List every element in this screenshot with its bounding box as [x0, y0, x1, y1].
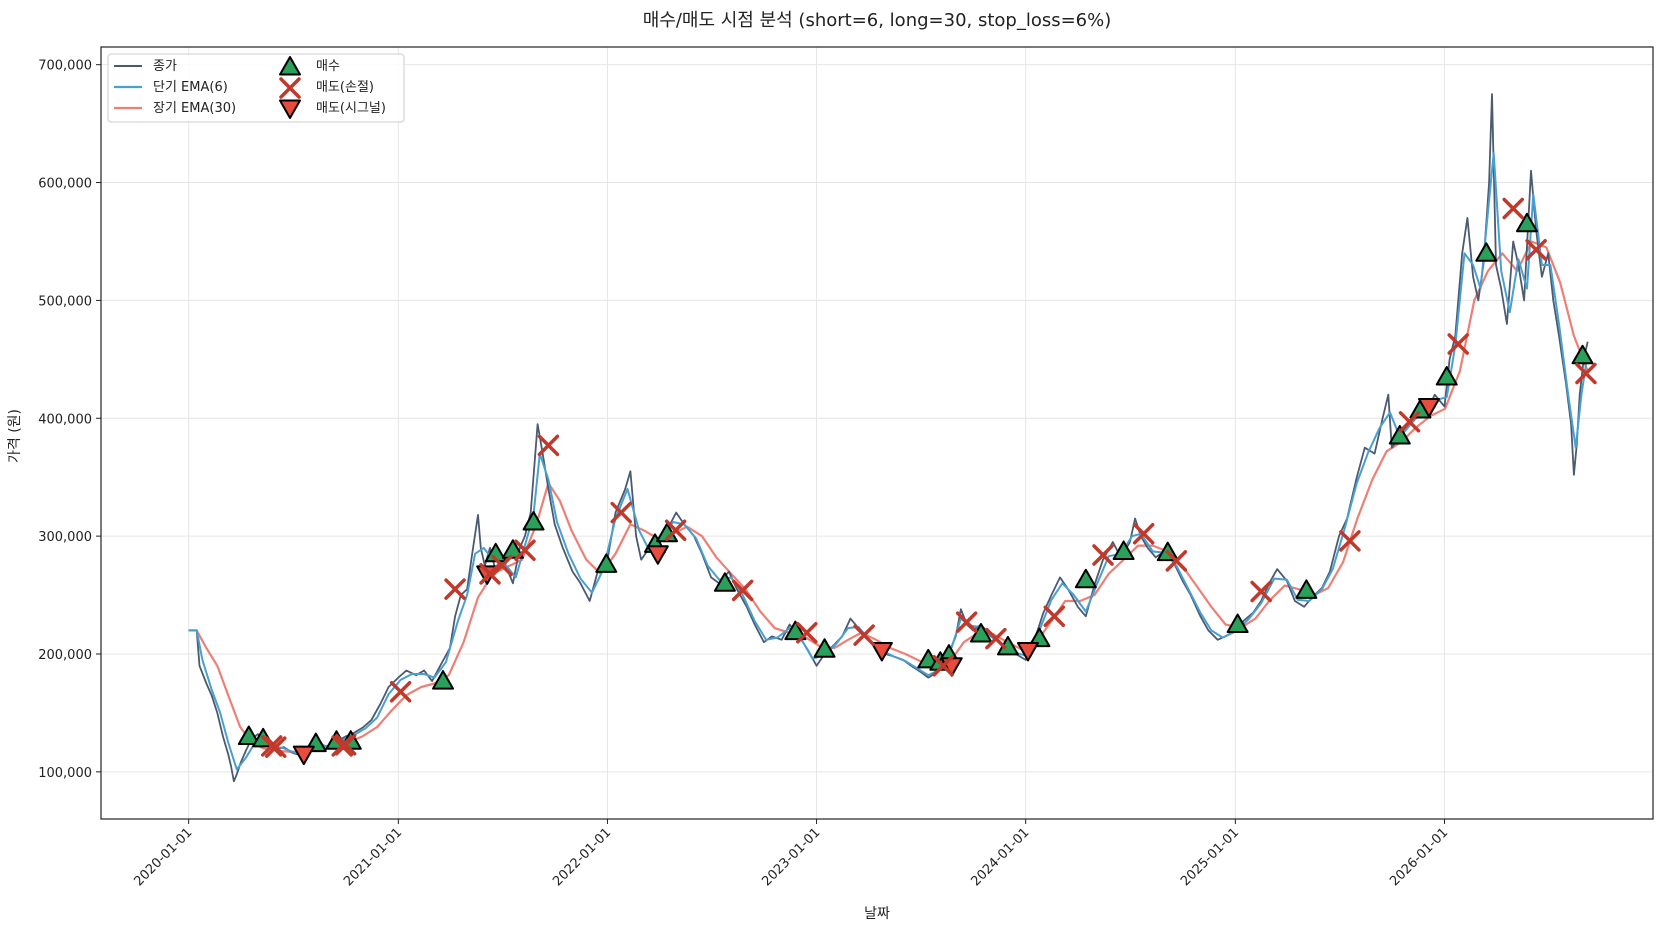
- legend-label-signal: 매도(시그널): [316, 101, 386, 116]
- axis-ticks: 2020-01-01 2021-01-01 2022-01-01 2023-01-01…: [38, 59, 1451, 890]
- legend-label-ema-long: 장기 EMA(30): [153, 101, 236, 116]
- legend-marker-buy: [279, 56, 301, 76]
- buy-marker: [595, 553, 618, 573]
- sell-stop-marker: [1132, 523, 1155, 545]
- sell-stop-marker: [264, 736, 287, 758]
- buy-marker: [1515, 212, 1538, 233]
- sell-stop-marker: [334, 733, 357, 756]
- legend-label-close: 종가: [153, 59, 177, 74]
- legend-marker-signal: [279, 99, 301, 119]
- x-tick-label: 2022-01-01: [550, 825, 614, 889]
- sell-signal-marker: [870, 641, 893, 662]
- x-tick-label: 2020-01-01: [131, 825, 195, 889]
- y-tick-label: 300,000: [38, 530, 92, 545]
- x-tick-label: 2023-01-01: [759, 825, 823, 889]
- legend-label-buy: 매수: [316, 59, 340, 74]
- sell-stop-marker: [444, 578, 466, 600]
- y-tick-label: 500,000: [38, 294, 92, 309]
- chart-title: 매수/매도 시점 분석 (short=6, long=30, stop_loss…: [643, 10, 1112, 31]
- sell-stop-marker: [1339, 530, 1361, 552]
- buy-marker: [1475, 242, 1498, 262]
- y-axis-label: 가격 (원): [7, 409, 23, 463]
- x-tick-label: 2024-01-01: [968, 825, 1032, 889]
- sell-stop-marker: [1250, 580, 1272, 603]
- legend-buy-triangle: [279, 56, 301, 76]
- sell-signal-marker: [1016, 641, 1039, 662]
- buy-marker: [237, 725, 260, 745]
- buy-marker: [713, 572, 736, 592]
- sell-stop-marker: [610, 501, 632, 524]
- x-tick-label: 2026-01-01: [1387, 825, 1451, 889]
- legend-label-stop: 매도(손절): [316, 80, 374, 95]
- sell-stop-marker: [491, 554, 513, 577]
- buy-marker: [1388, 424, 1411, 445]
- buy-marker: [501, 539, 524, 559]
- sell-stop-marker: [389, 680, 412, 703]
- sell-stop-marker: [537, 434, 560, 457]
- buy-marker: [1295, 579, 1318, 599]
- buy-marker: [813, 638, 836, 658]
- legend-signal-triangle: [279, 99, 301, 119]
- y-tick-label: 600,000: [38, 177, 92, 192]
- sell-stop-marker: [260, 735, 283, 757]
- sell-stop-marker: [1398, 411, 1421, 433]
- y-tick-label: 200,000: [38, 648, 92, 663]
- sell-stop-marker: [1525, 238, 1547, 261]
- plot-area: [100, 46, 1654, 820]
- grid: [101, 47, 1653, 819]
- sell-stop-marker: [1165, 550, 1188, 572]
- sell-stop-marker: [932, 655, 954, 677]
- buy-marker: [1571, 344, 1594, 365]
- sell-stop-marker: [1092, 544, 1114, 566]
- sell-stop-marker: [1043, 605, 1066, 628]
- sell-stop-marker: [985, 627, 1007, 650]
- sell-stop-marker: [955, 611, 978, 633]
- y-tick-label: 400,000: [38, 412, 92, 427]
- x-tick-label: 2021-01-01: [341, 825, 405, 889]
- sell-stop-marker: [731, 579, 754, 602]
- x-axis-label: 날짜: [864, 906, 890, 922]
- buy-marker: [1112, 540, 1135, 560]
- buy-marker: [784, 620, 807, 641]
- x-tick-label: 2025-01-01: [1178, 825, 1242, 889]
- sell-stop-marker: [479, 563, 501, 585]
- buy-marker: [1226, 613, 1249, 634]
- legend-stop-cross: [279, 77, 301, 99]
- sell-signal-marker: [646, 545, 669, 565]
- sell-stop-marker: [853, 624, 875, 646]
- sell-stop-marker: [664, 519, 687, 541]
- sell-stop-marker: [1502, 197, 1524, 220]
- sell-stop-marker: [796, 622, 818, 644]
- legend-box: [107, 53, 405, 123]
- legend: 종가 단기 EMA(6) 장기 EMA(30) 매수 매도(손절) 매도(시그널…: [107, 53, 405, 123]
- trade-markers: [237, 197, 1597, 766]
- y-tick-label: 100,000: [38, 766, 92, 781]
- legend-marker-stop: [279, 77, 301, 99]
- sell-signal-marker: [292, 745, 315, 766]
- buy-marker: [1028, 627, 1051, 648]
- sell-stop-marker: [1447, 333, 1469, 355]
- y-tick-label: 700,000: [38, 59, 92, 74]
- sell-stop-marker: [1575, 362, 1597, 385]
- buy-marker: [1074, 568, 1097, 589]
- sell-signal-marker: [1417, 397, 1440, 418]
- buy-marker: [522, 510, 545, 531]
- buy-marker: [432, 670, 455, 690]
- buy-marker: [1435, 366, 1458, 386]
- sell-stop-marker: [514, 539, 536, 562]
- legend-label-ema-short: 단기 EMA(6): [153, 80, 228, 95]
